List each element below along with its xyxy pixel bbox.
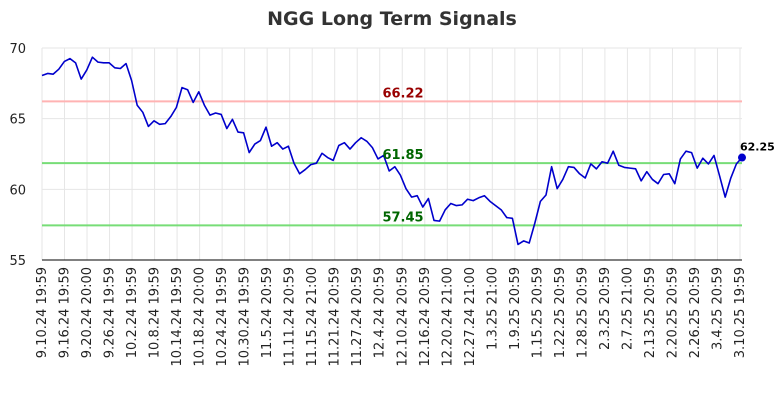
x-tick-label: 2.13.25 20:59: [643, 267, 658, 358]
x-tick-label: 10.2.24 19:59: [125, 267, 140, 358]
x-tick-label: 9.26.24 19:59: [103, 267, 118, 358]
x-tick-label: 12.10.24 20:59: [395, 267, 410, 367]
last-value-label: 62.25: [740, 141, 775, 154]
x-tick-label: 10.24.24 19:59: [215, 267, 230, 367]
labels: 55 60 65 70 66.22 61.85 57.45 9.10.24 19:59 9.16…: [9, 42, 774, 367]
x-tick-label: 2.26.25 20:59: [688, 267, 703, 358]
chart-title: NGG Long Term Signals: [267, 8, 517, 30]
x-tick-label: 2.3.25 20:59: [598, 267, 613, 350]
signal-level-label: 66.22: [382, 86, 423, 101]
x-tick-label: 10.30.24 19:59: [238, 267, 253, 367]
signal-level-label: 57.45: [382, 210, 423, 225]
x-tick-label: 12.20.24 21:00: [440, 267, 455, 367]
x-tick-label: 12.4.24 20:59: [373, 267, 388, 358]
x-tick-label: 2.7.25 21:00: [620, 267, 635, 350]
signal-level-label: 61.85: [382, 148, 423, 163]
x-tick-label: 3.10.25 19:59: [733, 267, 748, 358]
x-tick-label: 1.22.25 20:59: [553, 267, 568, 358]
x-tick-label: 10.14.24 19:59: [170, 267, 185, 367]
price-line: [41, 56, 743, 246]
y-tick-label: 65: [9, 113, 26, 128]
y-tick-label: 55: [9, 254, 26, 269]
x-tick-label: 1.3.25 21:00: [485, 267, 500, 350]
signal-levels: [42, 100, 742, 227]
x-tick-label: 9.10.24 19:59: [35, 267, 50, 358]
x-tick-label: 11.21.24 20:59: [328, 267, 343, 367]
x-tick-label: 10.18.24 20:00: [193, 267, 208, 367]
x-tick-label: 11.27.24 20:59: [350, 267, 365, 367]
x-tick-label: 1.28.25 20:59: [575, 267, 590, 358]
x-tick-label: 1.15.25 20:59: [530, 267, 545, 358]
last-point-marker: [738, 153, 746, 162]
y-tick-label: 60: [9, 183, 26, 198]
x-tick-label: 11.15.24 21:00: [305, 267, 320, 367]
x-tick-label: 11.11.24 20:59: [283, 267, 298, 367]
x-tick-label: 12.16.24 20:59: [418, 267, 433, 367]
x-tick-label: 2.20.25 20:59: [665, 267, 680, 358]
x-tick-label: 9.16.24 19:59: [58, 267, 73, 358]
x-tick-label: 1.9.25 20:59: [508, 267, 523, 350]
series-layer: [41, 56, 746, 246]
x-tick-label: 12.27.24 21:00: [463, 267, 478, 367]
y-tick-label: 70: [9, 42, 26, 57]
x-tick-label: 10.8.24 19:59: [148, 267, 163, 358]
x-tick-label: 11.5.24 20:59: [260, 267, 275, 358]
x-tick-label: 3.4.25 20:59: [710, 267, 725, 350]
x-tick-label: 9.20.24 20:00: [80, 267, 95, 358]
